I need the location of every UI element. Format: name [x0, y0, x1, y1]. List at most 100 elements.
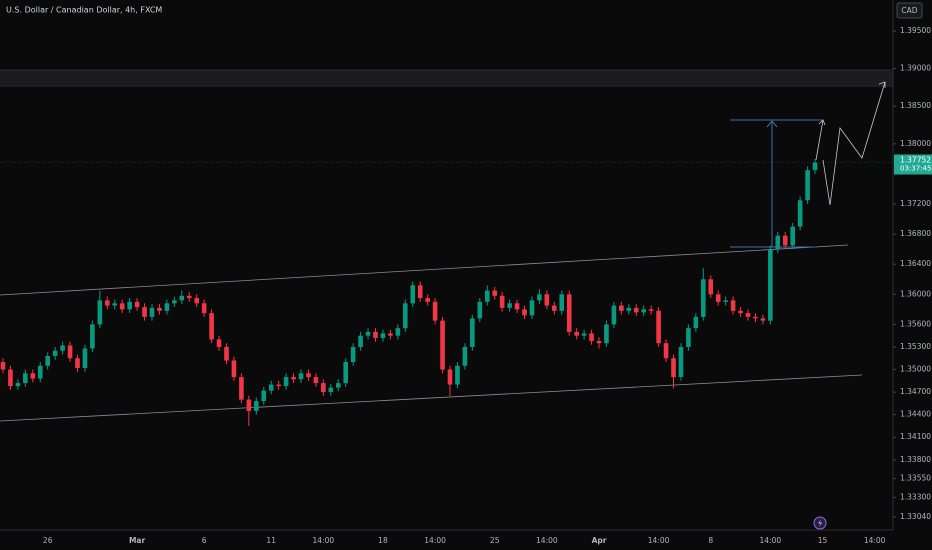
- candle-body: [268, 384, 274, 391]
- x-tick-label: 8: [708, 536, 713, 545]
- projection-leg: [815, 119, 824, 161]
- candle-body: [775, 235, 781, 250]
- candle-body: [514, 303, 520, 310]
- candle-body: [656, 310, 661, 344]
- y-tick-label: 1.35300: [900, 342, 931, 351]
- candle-body: [186, 295, 192, 299]
- candle-body: [626, 307, 632, 311]
- x-tick-label: 14:00: [313, 536, 335, 545]
- candle-body: [812, 162, 818, 171]
- resistance-zone: [0, 70, 893, 86]
- candle-body: [231, 360, 237, 378]
- x-tick-label: 14:00: [760, 536, 782, 545]
- y-tick-label: 1.36800: [900, 229, 931, 238]
- candles: [0, 158, 818, 426]
- candle-body: [760, 318, 766, 321]
- candle-body: [492, 290, 497, 296]
- candle-body: [701, 279, 706, 317]
- currency-label[interactable]: CAD: [901, 6, 917, 15]
- candle-body: [350, 346, 356, 363]
- candle-body: [641, 309, 646, 313]
- projection-arrowhead: [878, 81, 886, 88]
- candle-body: [127, 301, 132, 310]
- candle-body: [82, 348, 88, 369]
- currency-button[interactable]: [896, 2, 923, 19]
- candle-body: [604, 324, 609, 344]
- candle-body: [723, 300, 728, 302]
- x-tick-label: 25: [490, 536, 500, 545]
- candle-body: [119, 303, 125, 310]
- channel-lower: [0, 374, 863, 422]
- candle-body: [522, 309, 527, 316]
- candle-body: [321, 383, 326, 393]
- y-tick-label: 1.36000: [900, 289, 931, 298]
- candle-body: [365, 331, 371, 336]
- x-tick-label: 15: [818, 536, 828, 545]
- candle-body: [477, 301, 483, 319]
- candle-body: [8, 369, 13, 387]
- x-tick-label: 26: [43, 536, 53, 545]
- candle-body: [179, 295, 185, 301]
- projection-path: [822, 81, 886, 206]
- candle-body: [134, 301, 140, 308]
- y-tick-label: 1.33550: [900, 474, 931, 483]
- candle-body: [37, 365, 43, 379]
- candle-body: [45, 355, 50, 366]
- candle-body: [544, 294, 550, 306]
- candle-body: [648, 309, 654, 311]
- candle-body: [529, 300, 535, 316]
- candle-body: [715, 294, 721, 302]
- y-tick-label: 1.39500: [900, 26, 931, 35]
- candle-body: [633, 307, 639, 313]
- measure-arrowhead: [766, 120, 778, 128]
- candle-body: [216, 339, 222, 347]
- candle-body: [373, 331, 378, 338]
- candle-body: [663, 343, 669, 359]
- x-tick-label: 18: [378, 536, 388, 545]
- candle-body: [403, 303, 408, 329]
- candle-body: [291, 377, 296, 380]
- x-tick-label: 14:00: [864, 536, 886, 545]
- candle-body: [52, 350, 58, 356]
- candle-body: [425, 298, 430, 302]
- candle-body: [574, 331, 579, 336]
- x-tick-label: 14:00: [648, 536, 670, 545]
- candle-body: [611, 305, 617, 325]
- candle-body: [507, 303, 512, 308]
- y-tick-label: 1.36400: [900, 259, 931, 268]
- candle-body: [0, 362, 6, 370]
- candle-body: [201, 303, 207, 314]
- y-tick-label: 1.38000: [900, 139, 931, 148]
- x-tick-label: Mar: [129, 536, 146, 545]
- candle-body: [619, 305, 624, 311]
- channel-upper: [0, 244, 849, 296]
- candle-body: [358, 335, 363, 347]
- candle-body: [239, 377, 244, 400]
- candle-body: [149, 307, 155, 317]
- measure-tool: [730, 119, 822, 248]
- candle-body: [678, 346, 684, 378]
- candle-body: [395, 328, 401, 336]
- candle-body: [67, 345, 73, 359]
- candle-body: [261, 390, 267, 402]
- candle-body: [90, 324, 95, 349]
- candle-body: [328, 387, 334, 393]
- y-tick-label: 1.33040: [900, 512, 931, 521]
- x-tick-label: Apr: [592, 536, 607, 545]
- candle-body: [440, 320, 445, 370]
- candle-body: [97, 300, 103, 325]
- candle-body: [410, 285, 416, 304]
- x-tick-label: 14:00: [424, 536, 446, 545]
- candle-body: [343, 362, 348, 384]
- y-tick-label: 1.33800: [900, 455, 931, 464]
- candle-body: [782, 235, 788, 246]
- candle-body: [246, 399, 252, 411]
- candle-body: [581, 333, 587, 336]
- candle-body: [276, 384, 281, 387]
- candle-body: [455, 365, 460, 385]
- candle-body: [671, 358, 676, 378]
- candle-body: [738, 310, 743, 314]
- events-bolt: [818, 519, 823, 527]
